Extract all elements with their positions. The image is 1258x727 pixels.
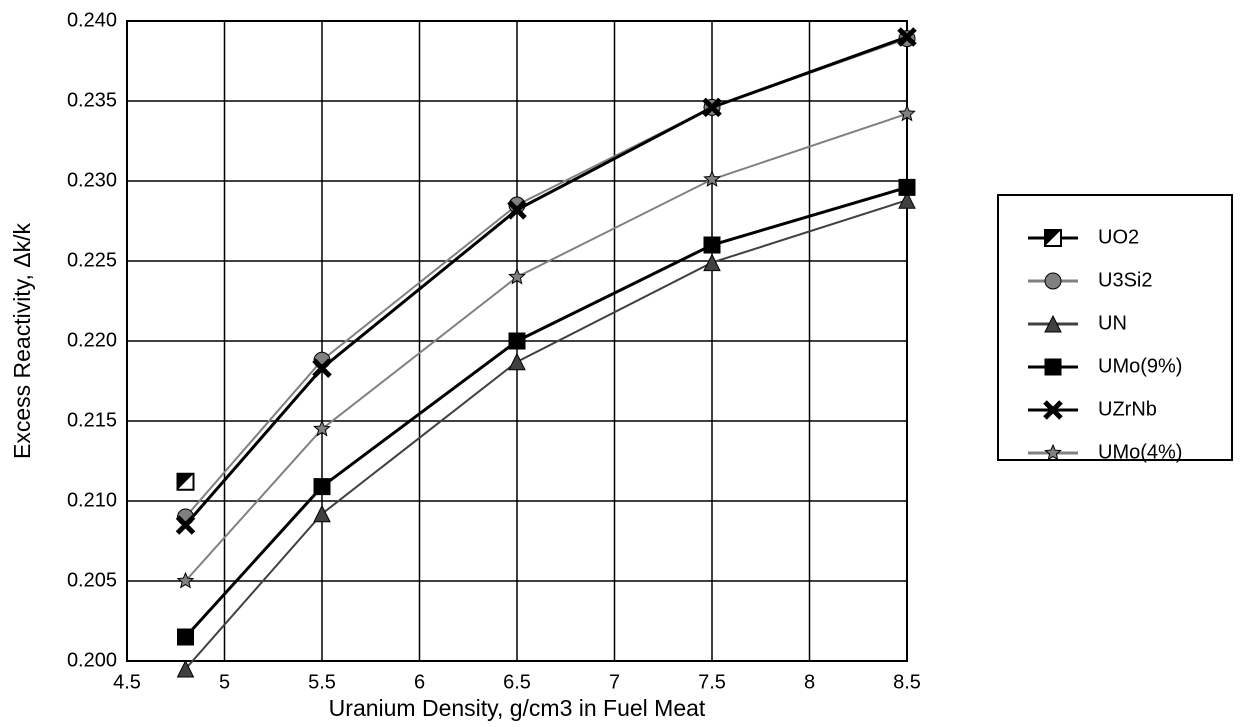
- marker: [313, 419, 331, 437]
- legend-label: U3Si2: [1098, 269, 1152, 291]
- y-tick-label: 0.220: [67, 329, 117, 351]
- x-tick-label: 6: [414, 671, 425, 693]
- x-tick-label: 5.5: [308, 671, 336, 693]
- x-tick-label: 5: [219, 671, 230, 693]
- marker: [175, 515, 196, 535]
- marker: [898, 104, 916, 122]
- legend-label: UMo(4%): [1098, 441, 1182, 463]
- marker: [508, 352, 526, 371]
- legend-label: UO2: [1098, 226, 1139, 248]
- marker: [1044, 272, 1062, 290]
- marker: [176, 659, 195, 678]
- marker: [702, 97, 722, 118]
- marker: [703, 170, 721, 187]
- x-tick-label: 7.5: [698, 671, 726, 693]
- marker-decor: [177, 473, 194, 490]
- y-tick-label: 0.240: [67, 9, 117, 31]
- marker: [507, 200, 527, 220]
- legend-label: UN: [1098, 312, 1127, 334]
- marker-decor: [1045, 230, 1061, 246]
- x-tick-label: 6.5: [503, 671, 531, 693]
- y-tick-label: 0.230: [67, 169, 117, 191]
- y-tick-label: 0.200: [67, 649, 117, 671]
- marker: [176, 571, 195, 589]
- y-tick-label: 0.235: [67, 89, 117, 111]
- marker: [313, 478, 331, 496]
- marker: [898, 191, 916, 209]
- marker: [313, 504, 331, 523]
- y-tick-label: 0.210: [67, 489, 117, 511]
- marker: [508, 332, 526, 350]
- x-tick-label: 7: [609, 671, 620, 693]
- marker: [898, 178, 916, 196]
- marker: [1044, 443, 1062, 461]
- y-tick-label: 0.205: [67, 569, 117, 591]
- marker: [703, 253, 721, 272]
- marker: [1043, 400, 1063, 420]
- legend-label: UZrNb: [1098, 398, 1157, 420]
- marker: [312, 358, 332, 378]
- marker: [508, 267, 526, 285]
- y-tick-label: 0.225: [67, 249, 117, 271]
- y-tick-label: 0.215: [67, 409, 117, 431]
- x-tick-label: 4.5: [113, 671, 141, 693]
- legend-label: UMo(9%): [1098, 355, 1182, 377]
- marker: [177, 628, 194, 646]
- x-tick-label: 8.5: [893, 671, 921, 693]
- marker: [1044, 314, 1062, 333]
- marker: [897, 27, 917, 47]
- y-axis-label: Excess Reactivity, Δk/k: [9, 222, 35, 459]
- x-axis-label: Uranium Density, g/cm3 in Fuel Meat: [329, 695, 706, 721]
- marker: [703, 236, 721, 254]
- marker: [1044, 358, 1062, 376]
- x-tick-label: 8: [804, 671, 815, 693]
